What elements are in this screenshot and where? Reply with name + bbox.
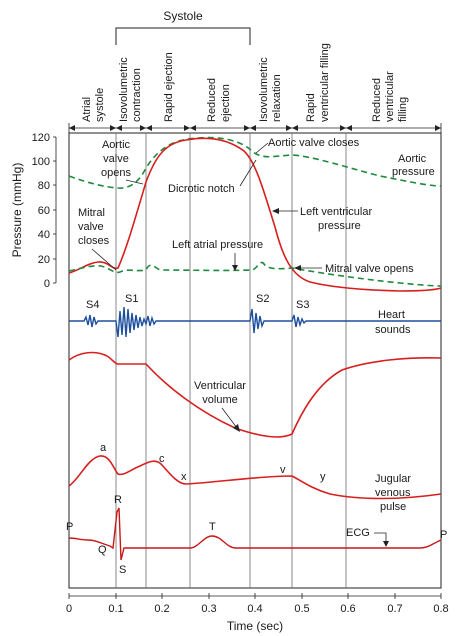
ventricular-volume-label-1: Ventricular bbox=[194, 380, 246, 392]
x-tick-0-8: 0.8 bbox=[433, 603, 448, 615]
heart-sounds-label-2: sounds bbox=[375, 324, 411, 336]
jugular-wave-c: c bbox=[159, 453, 165, 465]
aortic-pressure-curve bbox=[68, 136, 442, 189]
phase-gridlines bbox=[115, 133, 347, 588]
phase-reduced-filling-3: filling bbox=[397, 97, 409, 122]
systole-label: Systole bbox=[163, 9, 203, 23]
volume-annotation: Ventricular volume bbox=[194, 380, 246, 432]
jugular-wave-a: a bbox=[100, 442, 107, 454]
mitral-valve-closes-1: Mitral bbox=[78, 207, 105, 219]
y-tick-0: 0 bbox=[44, 278, 50, 290]
phase-reduced-filling-2: ventricular bbox=[384, 71, 396, 122]
aortic-pressure-1: Aortic bbox=[398, 153, 427, 165]
aortic-valve-closes-leader bbox=[255, 142, 269, 154]
pressure-annotations: Aortic valve opens Aortic valve closes A… bbox=[78, 137, 435, 275]
aortic-valve-opens-1: Aortic bbox=[102, 139, 131, 151]
jugular-labels: a c x v y Jugular venous pulse bbox=[100, 442, 411, 513]
left-atrial-pressure: Left atrial pressure bbox=[172, 239, 263, 251]
left-atrial-pressure-curve bbox=[68, 261, 442, 287]
ecg-s-wave: S bbox=[119, 564, 126, 576]
x-tick-0-1: 0.1 bbox=[108, 603, 123, 615]
phase-isovolumetric-contraction-2: contraction bbox=[131, 68, 143, 122]
ecg-q-wave: Q bbox=[98, 544, 107, 556]
heart-sounds-label-1: Heart bbox=[378, 309, 405, 321]
y-tick-120: 120 bbox=[32, 132, 50, 144]
jugular-wave-x: x bbox=[181, 471, 187, 483]
plot-frame bbox=[68, 132, 442, 589]
y-axis: 120 100 80 60 40 20 0 Pressure (mmHg) bbox=[10, 132, 57, 290]
ecg-p-wave: P bbox=[66, 521, 73, 533]
y-tick-80: 80 bbox=[38, 180, 50, 192]
y-tick-100: 100 bbox=[32, 156, 50, 168]
ecg-r-wave: R bbox=[114, 494, 122, 506]
jugular-label-2: venous bbox=[375, 487, 411, 499]
y-tick-60: 60 bbox=[38, 205, 50, 217]
phase-rapid-filling-2: ventricular filling bbox=[319, 43, 331, 122]
phase-isovolumetric-contraction-1: Isovolumetric bbox=[118, 57, 130, 122]
phase-reduced-ejection-2: ejection bbox=[220, 84, 232, 122]
ecg-trace bbox=[68, 507, 442, 561]
aortic-pressure-2: pressure bbox=[392, 166, 435, 178]
jugular-label-3: pulse bbox=[380, 501, 406, 513]
phase-rapid-filling-1: Rapid bbox=[305, 93, 317, 122]
mitral-valve-closes-3: closes bbox=[78, 235, 110, 247]
phase-reduced-ejection-1: Reduced bbox=[206, 78, 218, 122]
phase-rapid-ejection: Rapid ejection bbox=[163, 52, 175, 122]
left-ventricular-pressure-2: pressure bbox=[318, 220, 361, 232]
y-axis-label: Pressure (mmHg) bbox=[10, 163, 24, 258]
phase-labels: Atrial systole Isovolumetric contraction… bbox=[81, 43, 409, 122]
x-tick-0: 0 bbox=[66, 603, 72, 615]
y-tick-20: 20 bbox=[38, 254, 50, 266]
dicrotic-notch: Dicrotic notch bbox=[168, 183, 235, 195]
ventricular-volume-curve bbox=[68, 351, 442, 438]
heart-sound-s3: S3 bbox=[296, 299, 309, 311]
mitral-valve-closes-leader bbox=[91, 248, 117, 271]
x-axis: 0 0.1 0.2 0.3 0.4 0.5 0.6 0.7 0.8 Time (… bbox=[66, 593, 449, 633]
aortic-valve-opens-leader bbox=[125, 179, 144, 185]
x-tick-0-5: 0.5 bbox=[294, 603, 309, 615]
mitral-valve-opens: Mitral valve opens bbox=[325, 263, 414, 275]
x-tick-0-2: 0.2 bbox=[154, 603, 169, 615]
x-tick-0-4: 0.4 bbox=[247, 603, 262, 615]
heart-sound-s2: S2 bbox=[256, 293, 269, 305]
jugular-wave-y: y bbox=[320, 471, 326, 483]
ecg-labels: P Q R S T P ECG bbox=[66, 494, 447, 576]
x-tick-0-7: 0.7 bbox=[387, 603, 402, 615]
heart-sound-s4: S4 bbox=[86, 299, 99, 311]
y-tick-40: 40 bbox=[38, 229, 50, 241]
left-ventricular-pressure-1: Left ventricular bbox=[300, 206, 372, 218]
aortic-valve-opens-3: opens bbox=[101, 167, 131, 179]
x-tick-0-3: 0.3 bbox=[201, 603, 216, 615]
heart-sounds-trace bbox=[69, 306, 441, 338]
ventricular-volume-label-2: volume bbox=[202, 394, 237, 406]
mitral-valve-closes-2: valve bbox=[78, 221, 104, 233]
jugular-venous-pulse-curve bbox=[68, 455, 442, 500]
phase-atrial-systole-1: Atrial bbox=[81, 97, 93, 122]
phase-atrial-systole-2: systole bbox=[94, 88, 106, 122]
ecg-t-wave: T bbox=[209, 521, 216, 533]
jugular-wave-v: v bbox=[280, 464, 286, 476]
phase-reduced-filling-1: Reduced bbox=[371, 78, 383, 122]
phase-arrows bbox=[68, 123, 442, 133]
ecg-label: ECG bbox=[346, 527, 370, 539]
dicrotic-notch-leader bbox=[239, 159, 257, 187]
x-axis-label: Time (sec) bbox=[227, 619, 283, 633]
heart-sound-labels: S4 S1 S2 S3 Heart sounds bbox=[86, 293, 411, 336]
x-tick-0-6: 0.6 bbox=[340, 603, 355, 615]
phase-isovolumetric-relaxation-1: Isovolumetric bbox=[258, 57, 270, 122]
systole-bracket bbox=[115, 27, 251, 45]
jugular-label-1: Jugular bbox=[375, 473, 411, 485]
heart-sound-s1: S1 bbox=[125, 293, 138, 305]
ecg-p-wave-2: P bbox=[440, 529, 447, 541]
aortic-valve-opens-2: valve bbox=[103, 153, 129, 165]
phase-isovolumetric-relaxation-2: relaxation bbox=[271, 74, 283, 122]
aortic-valve-closes: Aortic valve closes bbox=[268, 137, 360, 149]
